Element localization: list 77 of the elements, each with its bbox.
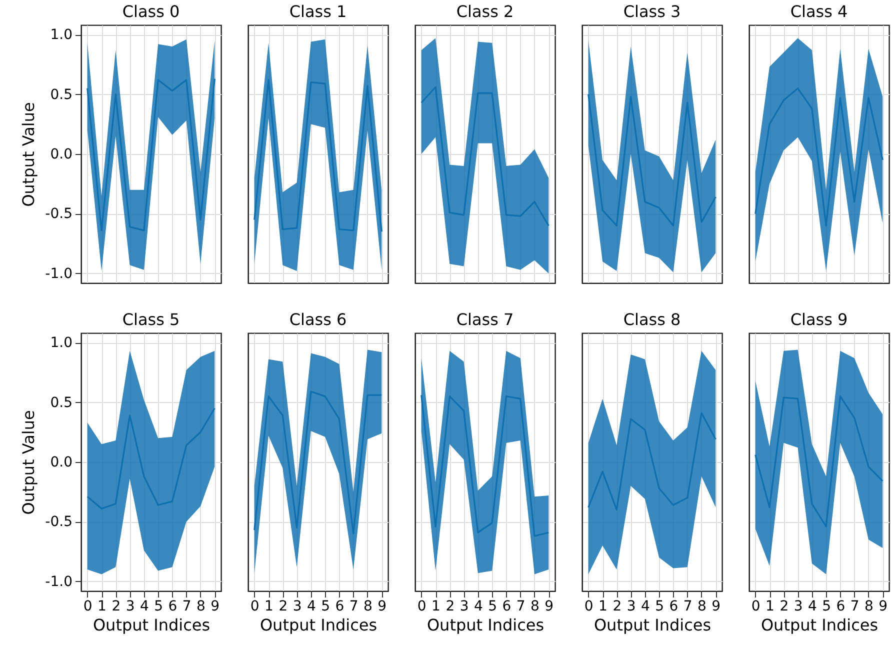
x-tick-label: 4 bbox=[474, 598, 483, 614]
x-tick-label: 7 bbox=[349, 598, 358, 614]
chart-title: Class 6 bbox=[289, 310, 347, 329]
x-tick-label: 6 bbox=[335, 598, 344, 614]
chart-title: Class 9 bbox=[790, 310, 848, 329]
y-tick-label: 1.0 bbox=[50, 335, 72, 352]
y-tick-label: 0.5 bbox=[50, 394, 72, 411]
x-tick-label: 9 bbox=[544, 598, 554, 614]
chart-title: Class 8 bbox=[623, 310, 681, 329]
x-tick-label: 3 bbox=[794, 598, 803, 614]
x-tick-label: 6 bbox=[168, 598, 178, 614]
y-tick-label: -1.0 bbox=[45, 266, 72, 282]
x-tick-label: 9 bbox=[712, 598, 721, 614]
x-tick-label: 5 bbox=[822, 598, 832, 614]
x-tick-label: 9 bbox=[210, 598, 220, 614]
x-tick-label: 4 bbox=[808, 598, 817, 614]
x-tick-label: 7 bbox=[516, 598, 526, 614]
x-axis-title: Output Indices bbox=[260, 616, 378, 634]
x-tick-label: 4 bbox=[140, 598, 149, 614]
y-tick-label: 0.5 bbox=[50, 86, 72, 103]
x-tick-label: 3 bbox=[292, 598, 302, 614]
y-tick-label: 0.0 bbox=[50, 146, 72, 162]
x-tick-label: 0 bbox=[584, 598, 594, 614]
chart-title: Class 5 bbox=[122, 310, 180, 329]
x-tick-label: 8 bbox=[698, 598, 706, 614]
x-tick-label: 0 bbox=[83, 598, 92, 614]
x-tick-label: 7 bbox=[683, 598, 692, 614]
chart-title: Class 3 bbox=[623, 2, 681, 21]
x-axis-title: Output Indices bbox=[760, 616, 878, 634]
x-tick-label: 5 bbox=[154, 598, 164, 614]
x-tick-label: 1 bbox=[766, 598, 774, 614]
chart-title: Class 0 bbox=[122, 2, 180, 21]
x-tick-label: 0 bbox=[250, 598, 260, 614]
x-tick-label: 4 bbox=[306, 598, 316, 614]
x-tick-label: 2 bbox=[612, 598, 622, 614]
y-axis-title: Output Value bbox=[19, 410, 38, 515]
y-tick-label: 1.0 bbox=[50, 27, 72, 44]
chart-title: Class 7 bbox=[456, 310, 514, 329]
x-tick-label: 2 bbox=[446, 598, 455, 614]
x-tick-label: 3 bbox=[626, 598, 636, 614]
x-axis-title: Output Indices bbox=[92, 616, 210, 634]
y-tick-label: -0.5 bbox=[45, 514, 72, 530]
x-tick-label: 8 bbox=[530, 598, 540, 614]
x-tick-label: 9 bbox=[878, 598, 888, 614]
y-tick-label: 0.0 bbox=[50, 454, 72, 470]
x-tick-label: 5 bbox=[488, 598, 498, 614]
x-tick-label: 2 bbox=[780, 598, 789, 614]
x-tick-label: 0 bbox=[751, 598, 760, 614]
x-tick-label: 3 bbox=[460, 598, 469, 614]
x-axis-title: Output Indices bbox=[594, 616, 712, 634]
x-tick-label: 6 bbox=[502, 598, 512, 614]
x-tick-label: 0 bbox=[417, 598, 426, 614]
chart-title: Class 2 bbox=[456, 2, 514, 21]
x-tick-label: 8 bbox=[864, 598, 874, 614]
x-tick-label: 7 bbox=[182, 598, 192, 614]
x-tick-label: 1 bbox=[432, 598, 440, 614]
x-tick-label: 5 bbox=[655, 598, 664, 614]
x-tick-label: 2 bbox=[278, 598, 288, 614]
x-tick-label: 7 bbox=[850, 598, 860, 614]
x-tick-label: 1 bbox=[264, 598, 274, 614]
chart-title: Class 1 bbox=[289, 2, 347, 21]
x-axis-title: Output Indices bbox=[426, 616, 544, 634]
x-tick-label: 3 bbox=[126, 598, 135, 614]
y-axis-title: Output Value bbox=[19, 102, 38, 207]
x-tick-label: 6 bbox=[669, 598, 678, 614]
x-tick-label: 5 bbox=[321, 598, 330, 614]
x-tick-label: 1 bbox=[98, 598, 106, 614]
x-tick-label: 2 bbox=[112, 598, 121, 614]
x-tick-label: 4 bbox=[640, 598, 650, 614]
x-tick-label: 9 bbox=[378, 598, 387, 614]
x-tick-label: 8 bbox=[196, 598, 206, 614]
chart-title: Class 4 bbox=[790, 2, 848, 21]
x-tick-label: 8 bbox=[364, 598, 372, 614]
x-tick-label: 6 bbox=[836, 598, 846, 614]
x-tick-label: 1 bbox=[598, 598, 608, 614]
y-tick-label: -0.5 bbox=[45, 206, 72, 222]
y-tick-label: -1.0 bbox=[45, 574, 72, 590]
